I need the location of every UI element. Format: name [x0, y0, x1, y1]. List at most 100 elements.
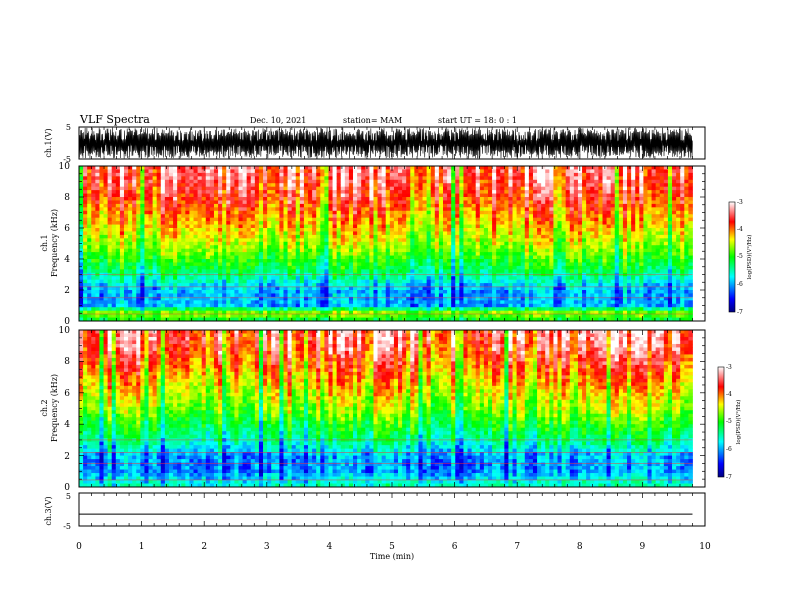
spectrogram-cell	[336, 238, 342, 243]
spectrogram-cell	[79, 290, 84, 294]
spectrogram-cell	[438, 197, 444, 201]
spectrogram-cell	[422, 245, 428, 250]
spectrogram-cell	[295, 197, 301, 201]
spectrogram-cell	[246, 317, 252, 322]
spectrogram-cell	[283, 210, 288, 215]
spectrogram-cell	[316, 265, 321, 270]
spectrogram-cell	[459, 303, 464, 308]
spectrogram-cell	[91, 200, 96, 205]
spectrogram-cell	[275, 241, 280, 246]
spectrogram-cell	[246, 248, 252, 253]
spectrogram-cell	[414, 255, 419, 260]
spectrogram-cell	[422, 172, 428, 177]
spectrogram-cell	[459, 293, 464, 298]
spectrogram-cell	[459, 238, 464, 243]
spectrogram-cell	[136, 200, 141, 205]
spectrogram-cell	[455, 276, 460, 281]
spectrogram-cell	[516, 166, 522, 170]
spectrogram-cell	[87, 210, 92, 215]
spectrogram-cell	[402, 255, 407, 260]
spectrogram-cell	[213, 293, 219, 298]
spectrogram-cell	[406, 307, 411, 312]
spectrogram-cell	[177, 217, 182, 222]
spectrogram-cell	[152, 262, 158, 267]
spectrogram-cell	[520, 186, 526, 191]
spectrogram-cell	[406, 214, 411, 219]
spectrogram-cell	[205, 255, 211, 260]
spectrogram-cell	[283, 228, 288, 232]
spectrogram-cell	[193, 310, 199, 315]
spectrogram-cell	[156, 269, 162, 274]
spectrogram-cell	[168, 310, 174, 315]
spectrogram-cell	[181, 214, 186, 219]
spectrogram-cell	[434, 190, 440, 194]
spectrogram-cell	[487, 176, 493, 181]
spectrogram-cell	[222, 276, 227, 281]
spectrogram-cell	[312, 179, 317, 184]
spectrogram-cell	[357, 234, 362, 239]
spectrogram-cell	[328, 186, 333, 191]
spectrogram-cell	[426, 190, 432, 194]
spectrogram-cell	[213, 279, 219, 284]
spectrogram-cell	[291, 172, 297, 177]
spectrogram-cell	[91, 166, 96, 170]
spectrogram-cell	[312, 234, 317, 239]
spectrogram-cell	[246, 224, 252, 229]
spectrogram-cell	[373, 214, 378, 219]
spectrogram-cell	[463, 200, 468, 205]
spectrogram-cell	[91, 279, 96, 284]
spectrogram-cell	[406, 245, 411, 250]
spectrogram-cell	[136, 221, 141, 225]
spectrogram-cell	[504, 238, 509, 243]
spectrogram-cell	[234, 296, 239, 301]
spectrogram-cell	[144, 252, 149, 256]
spectrogram-cell	[103, 228, 109, 232]
spectrogram-cell	[123, 217, 129, 222]
spectrogram-cell	[230, 228, 235, 232]
spectrogram-cell	[250, 276, 256, 281]
spectrogram-cell	[123, 248, 129, 253]
spectrogram-cell	[455, 245, 460, 250]
spectrogram-cell	[459, 283, 464, 287]
spectrogram-cell	[393, 183, 399, 188]
spectrogram-cell	[451, 166, 456, 170]
spectrogram-cell	[438, 293, 444, 298]
figure-title: VLF Spectra	[79, 113, 150, 126]
spectrogram-cell	[344, 265, 350, 270]
spectrogram-cell	[254, 307, 260, 312]
spectrogram-cell	[250, 166, 256, 170]
spectrogram-cell	[291, 241, 297, 246]
spectrogram-cell	[406, 234, 411, 239]
spectrogram-cell	[467, 296, 473, 301]
spectrogram-cell	[209, 200, 215, 205]
spectrogram-cell	[291, 234, 297, 239]
spectrogram-cell	[348, 169, 354, 174]
spectrogram-cell	[271, 310, 276, 315]
spectrogram-cell	[173, 197, 178, 201]
spectrogram-cell	[103, 259, 109, 263]
spectrogram-cell	[279, 186, 284, 191]
spectrogram-cell	[451, 224, 456, 229]
spectrogram-cell	[242, 300, 248, 305]
spectrogram-cell	[369, 248, 374, 253]
spectrogram-cell	[369, 259, 374, 263]
spectrogram-cell	[361, 176, 366, 181]
spectrogram-cell	[443, 190, 448, 194]
spectrogram-cell	[332, 293, 338, 298]
spectrogram-cell	[152, 310, 158, 315]
spectrogram-cell	[520, 210, 526, 215]
spectrogram-cell	[414, 286, 419, 291]
spectrogram-cell	[193, 314, 199, 318]
spectrogram-cell	[140, 317, 145, 322]
spectrogram-cell	[340, 265, 346, 270]
spectrogram-cell	[402, 245, 407, 250]
spectrogram-cell	[258, 190, 264, 194]
spectrogram-cell	[312, 317, 317, 322]
spectrogram-cell	[148, 293, 154, 298]
spectrogram-cell	[414, 279, 419, 284]
spectrogram-cell	[402, 238, 407, 243]
spectrogram-cell	[103, 166, 109, 170]
spectrogram-cell	[152, 200, 158, 205]
spectrogram-cell	[226, 296, 231, 301]
